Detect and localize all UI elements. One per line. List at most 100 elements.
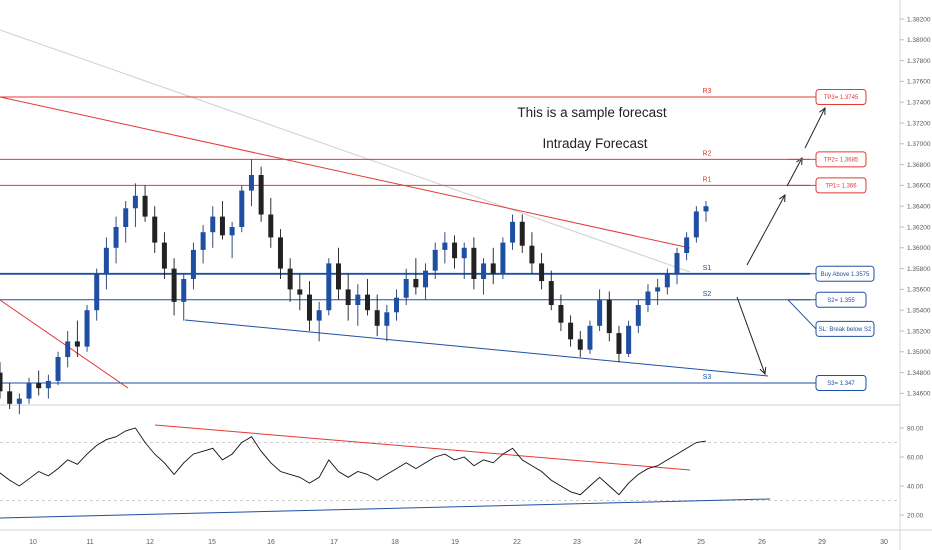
price-tick-label-12: 1.35800	[907, 266, 931, 273]
arrow-to-s3-shaft	[736, 296, 766, 375]
callout-1-box	[815, 151, 867, 168]
candle-body-73	[703, 206, 709, 212]
rsi-tick-label-0: 80.00	[907, 425, 924, 432]
level-label-s3: S3	[703, 374, 712, 381]
arrow-to-tp1-head	[779, 193, 786, 203]
price-tick-label-10: 1.36200	[907, 224, 931, 231]
price-tick-label-9: 1.36400	[907, 204, 931, 211]
candle-body-43	[413, 279, 419, 288]
candle-body-17	[161, 242, 167, 269]
price-tick-label-6: 1.37000	[907, 141, 931, 148]
candle-body-35	[335, 263, 341, 290]
candle-body-39	[374, 310, 380, 326]
candle-body-10	[94, 273, 100, 311]
arrow-to-s3-head	[759, 366, 767, 376]
time-tick-label-2: 12	[146, 539, 154, 546]
price-tick-label-7: 1.36800	[907, 162, 931, 169]
candle-body-13	[123, 208, 129, 227]
candle-body-58	[558, 305, 564, 323]
candle-body-40	[384, 312, 390, 326]
time-tick-label-0: 10	[29, 539, 37, 546]
level-label-r2: R2	[703, 150, 712, 157]
falling-red-trendline	[0, 299, 129, 389]
candle-body-29	[277, 237, 283, 269]
time-tick-label-6: 18	[391, 539, 399, 546]
callout-0-label: TP3= 1.3745	[824, 95, 859, 101]
level-label-r3: R3	[703, 88, 712, 95]
candle-body-53	[510, 221, 516, 243]
time-tick-label-5: 17	[330, 539, 338, 546]
arrow-to-tp2-shaft	[786, 157, 803, 187]
price-tick-label-16: 1.35000	[907, 349, 931, 356]
callout-2-label: TP1= 1.366	[825, 184, 857, 190]
candle-body-7	[65, 341, 71, 357]
price-tick-label-18: 1.34600	[907, 391, 931, 398]
candle-body-47	[452, 242, 458, 259]
candle-body-49	[471, 247, 477, 279]
candle-body-42	[403, 279, 409, 298]
price-tick-label-5: 1.37200	[907, 120, 931, 127]
price-axis: 1.38200 1.38000 1.37800 1.37600 1.37400 1.372…	[900, 16, 931, 398]
time-axis: 10 11 12 15 16 17 18 19 22 23 24 25 26 29 30	[29, 539, 888, 546]
candle-body-5	[45, 380, 51, 389]
candle-body-57	[548, 281, 554, 305]
callout-5-box	[815, 320, 875, 337]
candle-body-27	[258, 175, 264, 215]
level-label-s2: S2	[703, 291, 712, 298]
callout-1-label: TP2= 1.3685	[824, 158, 859, 164]
candle-body-66	[635, 305, 641, 326]
candle-body-8	[74, 341, 80, 347]
candle-body-32	[306, 294, 312, 321]
price-tick-label-1: 1.38000	[907, 37, 931, 44]
candle-body-62	[597, 299, 603, 326]
candle-body-72	[693, 211, 699, 238]
candle-body-68	[655, 287, 661, 292]
rsi-axis: 80.00 60.00 40.00 20.00	[900, 425, 924, 519]
candle-body-12	[113, 227, 119, 248]
candle-body-69	[664, 273, 670, 288]
price-tick-label-4: 1.37400	[907, 100, 931, 107]
callout-0-box	[815, 89, 867, 105]
candle-body-21	[200, 232, 206, 250]
arrow-to-tp1-shaft	[746, 194, 786, 266]
level-label-s1: S1	[703, 265, 712, 272]
descending-resistance-line	[0, 96, 691, 249]
forecast-arrows	[736, 106, 826, 376]
chart-subtitle: Intraday Forecast	[542, 136, 647, 151]
time-tick-label-4: 16	[267, 539, 275, 546]
candle-body-19	[181, 279, 187, 302]
candle-body-28	[268, 214, 274, 238]
price-tick-label-11: 1.36000	[907, 245, 931, 252]
candle-body-59	[568, 322, 574, 340]
candle-body-56	[539, 263, 545, 282]
callout-6-label: S3= 1.347	[827, 381, 855, 387]
candle-body-36	[345, 289, 351, 305]
candle-body-3	[26, 383, 32, 399]
rsi-tick-label-1: 60.00	[907, 454, 924, 461]
callout-3-label: Buy Above 1.3575	[821, 272, 870, 278]
callout-6-box	[815, 375, 867, 391]
arrow-to-tp3-shaft	[804, 107, 826, 149]
candle-body-23	[219, 216, 225, 236]
price-tick-label-2: 1.37800	[907, 58, 931, 65]
rsi-series	[0, 427, 707, 496]
candle-body-2	[16, 398, 22, 404]
rsi-support-line	[0, 498, 771, 519]
callout-3-box	[815, 265, 875, 282]
candle-body-24	[229, 227, 235, 236]
candle-body-33	[316, 310, 322, 321]
rsi-guides	[0, 442, 900, 501]
candle-body-15	[142, 195, 148, 217]
candle-body-26	[248, 175, 254, 191]
candle-body-48	[461, 247, 467, 259]
candle-body-6	[55, 357, 61, 381]
candle-body-25	[239, 190, 245, 227]
candle-body-31	[297, 289, 303, 295]
arrow-to-tp3-head	[819, 106, 826, 116]
callout-4-box	[815, 291, 867, 308]
trendlines	[0, 29, 771, 519]
candle-body-16	[152, 216, 158, 243]
